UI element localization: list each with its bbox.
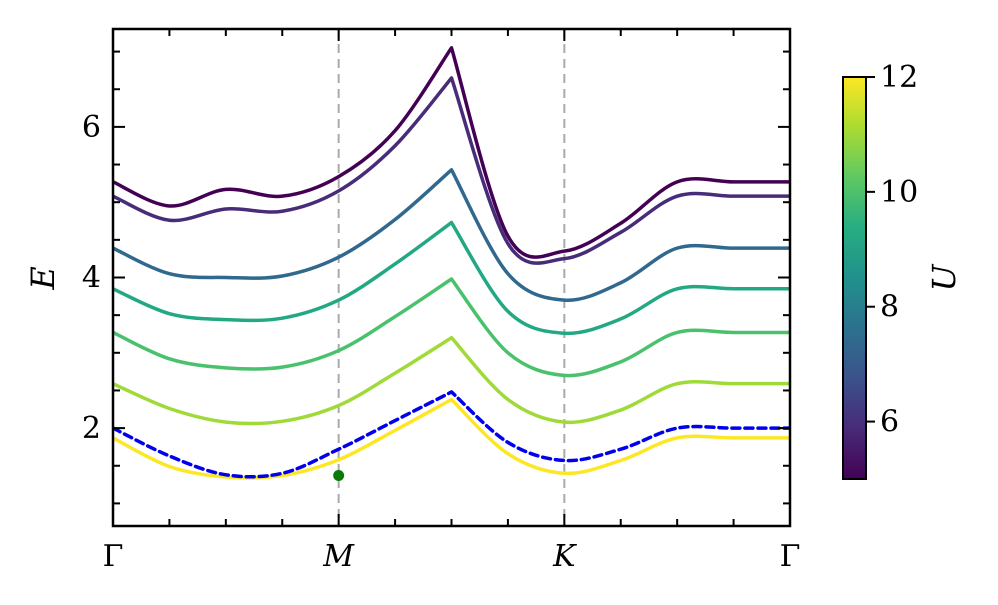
colorbar-ticks: 6 8 10 12 <box>866 60 918 440</box>
x-tick-label: K <box>552 539 577 574</box>
axis-ticks <box>112 29 791 526</box>
colorbar: 6 8 10 12 U <box>842 60 963 480</box>
axis-tick-labels: 2 4 6 Γ M K Γ <box>82 110 801 574</box>
x-tick-label: M <box>322 539 355 574</box>
series-line-5 <box>113 335 790 426</box>
series-line-6 <box>113 397 790 480</box>
colorbar-label: U <box>925 263 963 291</box>
series-line-2 <box>113 168 790 302</box>
high-symmetry-lines <box>337 29 566 526</box>
x-tick-label: Γ <box>780 539 801 574</box>
colorbar-tick-label: 10 <box>880 175 918 210</box>
x-tick-label: Γ <box>103 539 124 574</box>
y-tick-label: 4 <box>82 261 101 296</box>
series-line-3 <box>113 220 790 336</box>
series-line-0 <box>113 46 790 259</box>
series-line-dashed <box>113 390 790 479</box>
series-line-4 <box>113 277 790 378</box>
colorbar-tick-label: 12 <box>880 60 918 95</box>
marker-group <box>333 470 345 482</box>
colorbar-tick-label: 8 <box>880 290 899 325</box>
y-tick-label: 2 <box>82 411 101 446</box>
colorbar-tick-label: 6 <box>880 405 899 440</box>
y-tick-label: 6 <box>82 110 101 145</box>
highlight-marker <box>333 470 345 482</box>
colorbar-gradient <box>842 76 867 480</box>
y-axis-label: E <box>24 266 62 290</box>
series-line-1 <box>113 76 790 265</box>
series-lines <box>113 46 790 480</box>
